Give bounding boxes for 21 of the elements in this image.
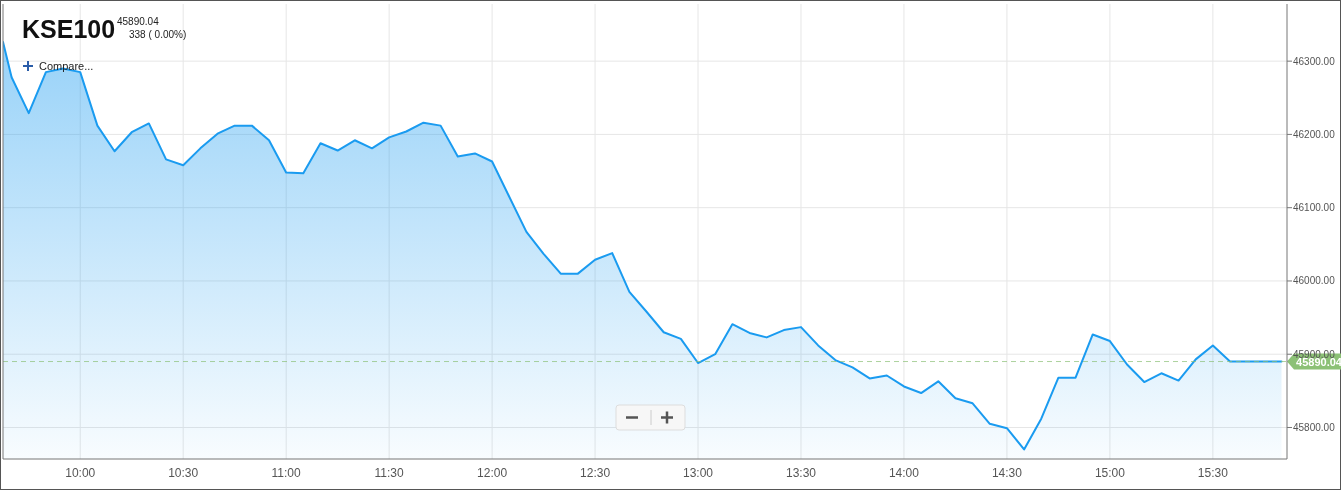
x-tick-label: 12:30 <box>580 466 611 480</box>
annotation: Compare... <box>39 60 94 72</box>
y-tick-label: 46200.00 <box>1293 128 1336 140</box>
x-tick-label: 10:30 <box>168 466 199 480</box>
x-tick-label: 15:00 <box>1094 466 1126 480</box>
x-tick-label: 14:00 <box>888 466 920 480</box>
x-tick-label: 11:00 <box>271 466 302 480</box>
x-tick-label: 15:30 <box>1197 466 1229 480</box>
text: 45890.04 <box>117 16 160 27</box>
y-tick-label: 45800.00 <box>1293 421 1336 433</box>
x-tick-label: 10:00 <box>65 466 96 480</box>
y-tick-label: 46100.00 <box>1293 202 1336 214</box>
x-tick-label: 13:00 <box>683 466 714 480</box>
x-tick-label: 12:00 <box>477 466 508 480</box>
x-tick-label: 14:30 <box>991 466 1023 480</box>
x-tick-label: 11:30 <box>374 466 405 480</box>
chart-title: KSE100 <box>22 15 116 43</box>
annotation: 338 ( 0.00%) <box>129 29 187 40</box>
y-tick-label: 46300.00 <box>1293 55 1336 67</box>
y-tick-label: 46000.00 <box>1293 275 1336 287</box>
x-tick-label: 13:30 <box>785 466 817 480</box>
